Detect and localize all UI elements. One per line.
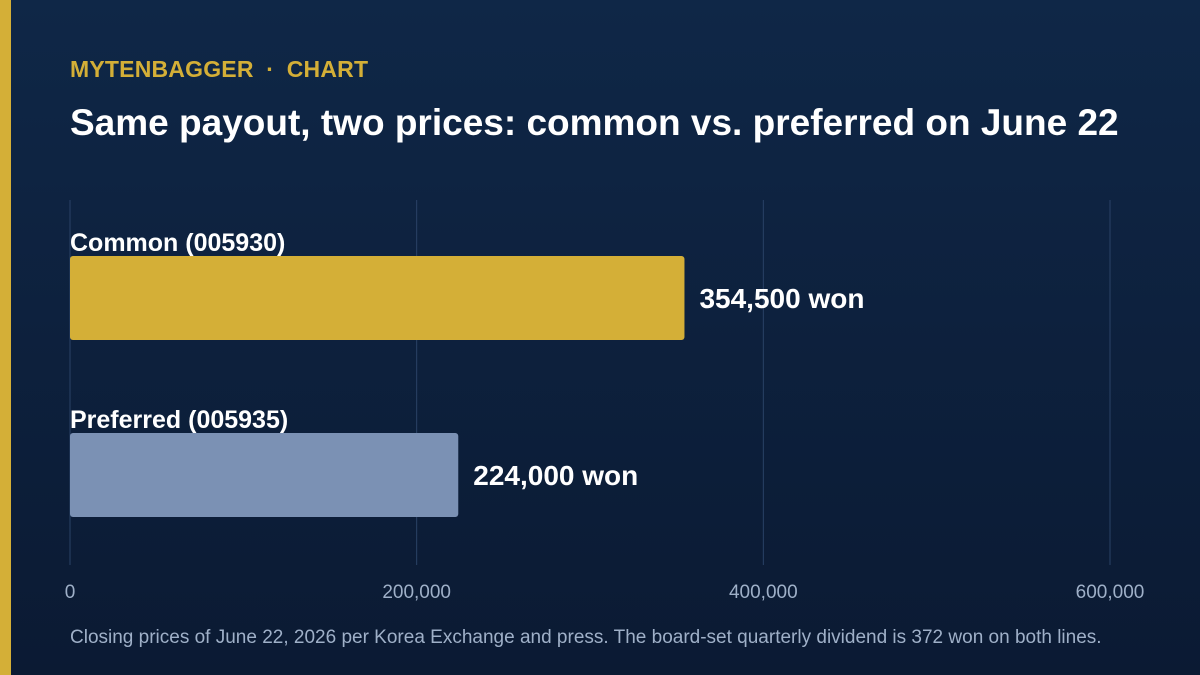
footnote: Closing prices of June 22, 2026 per Kore… xyxy=(70,627,1102,648)
chart-title: Same payout, two prices: common vs. pref… xyxy=(70,102,1119,143)
bars: Common (005930) 354,500 won Preferred (005… xyxy=(70,229,864,517)
bar xyxy=(70,256,685,340)
brand-separator: · xyxy=(266,56,275,82)
x-tick-label: 400,000 xyxy=(729,582,798,603)
x-tick-label: 0 xyxy=(65,582,76,603)
x-tick-label: 200,000 xyxy=(382,582,451,603)
brand-name: MYTENBAGGER xyxy=(70,56,254,82)
category-label: Common (005930) xyxy=(70,229,285,257)
accent-bar xyxy=(0,0,11,675)
bar xyxy=(70,433,459,517)
x-axis-ticks: 0 200,000 400,000 600,000 xyxy=(65,582,1145,603)
brand-header: MYTENBAGGER · CHART xyxy=(70,56,368,83)
brand-section: CHART xyxy=(286,56,369,82)
bar-value-label: 224,000 won xyxy=(473,460,638,491)
x-tick-label: 600,000 xyxy=(1076,582,1145,603)
category-label: Preferred (005935) xyxy=(70,406,288,434)
bar-value-label: 354,500 won xyxy=(699,283,864,314)
